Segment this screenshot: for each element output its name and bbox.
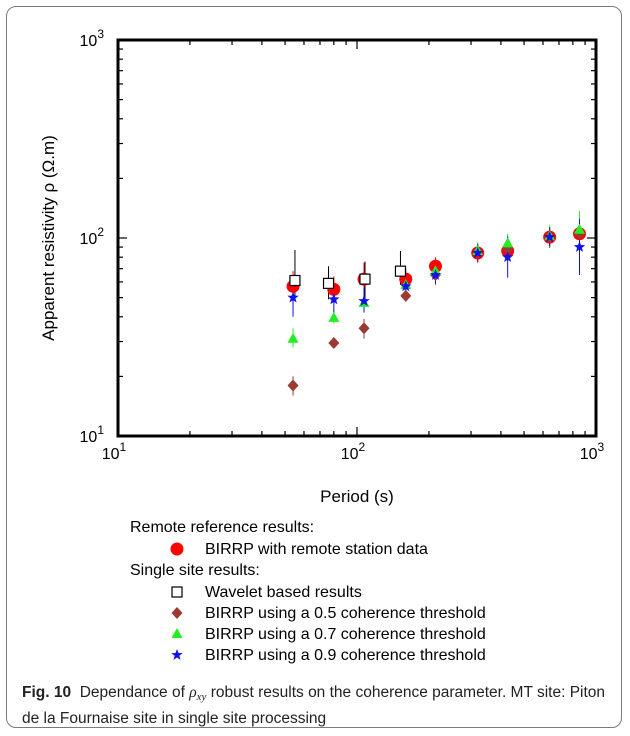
legend-label-coh-09: BIRRP using a 0.9 coherence threshold [205, 647, 486, 664]
legend-group-single: Single site results: [130, 562, 260, 579]
caption-fig-label: Fig. 10 [22, 684, 72, 701]
x-tick-label: 101 [102, 440, 127, 463]
legend-marker-triangle [171, 628, 183, 638]
x-tick-label: 103 [580, 440, 605, 463]
legend: Remote reference results: Single site re… [130, 519, 486, 664]
data-point-triangle [502, 237, 514, 248]
data-point-diamond [358, 322, 370, 335]
legend-markers [170, 542, 184, 660]
legend-label-coh-05: BIRRP using a 0.5 coherence threshold [205, 605, 486, 622]
data-point-star [543, 231, 556, 242]
data-point-star [358, 295, 370, 306]
caption-text-before: Dependance of [79, 684, 185, 701]
data-point-open-square [322, 277, 335, 289]
data-point-diamond [400, 289, 412, 302]
legend-label-wavelet: Wavelet based results [205, 584, 362, 601]
legend-marker-diamond [171, 607, 183, 619]
data-point-star [501, 251, 514, 263]
data-point-star [287, 291, 299, 303]
data-point-triangle [328, 311, 340, 322]
data-point-star [573, 241, 586, 252]
legend-marker-circle [170, 542, 184, 556]
data-point-triangle [287, 332, 299, 343]
data-point-star [472, 246, 484, 258]
caption-text-after: robust results on the coherence paramete… [22, 684, 606, 727]
legend-marker-star [171, 649, 183, 660]
data-point-star [400, 280, 412, 292]
y-axis-title: Apparent resistivity ρ (Ω.m) [39, 135, 58, 341]
legend-label-remote-birrp: BIRRP with remote station data [205, 541, 428, 558]
data-point-open-square [289, 274, 301, 287]
x-axis-title: Period (s) [320, 487, 394, 506]
y-tick-label: 103 [80, 27, 105, 50]
data-point-star [328, 293, 340, 305]
data-point-diamond [328, 336, 340, 349]
legend-marker-open-square [171, 586, 183, 598]
data-point-open-square [359, 273, 371, 285]
data-point-open-square [394, 265, 407, 277]
x-tick-label: 102 [341, 440, 366, 463]
data-point-diamond [287, 379, 299, 392]
plot-area [116, 38, 598, 438]
figure-frame [6, 6, 622, 728]
data-point-triangle [573, 223, 585, 234]
y-tick-label: 102 [80, 225, 105, 248]
figure-caption: Fig. 10 Dependance of ρxy robust results… [22, 682, 612, 729]
y-tick-label: 101 [80, 423, 105, 446]
caption-symbol: ρ [189, 684, 197, 701]
data-points [286, 223, 586, 392]
data-point-star [429, 269, 442, 280]
legend-label-coh-07: BIRRP using a 0.7 coherence threshold [205, 626, 486, 643]
legend-group-remote: Remote reference results: [130, 519, 314, 536]
caption-subscript: xy [196, 691, 207, 703]
